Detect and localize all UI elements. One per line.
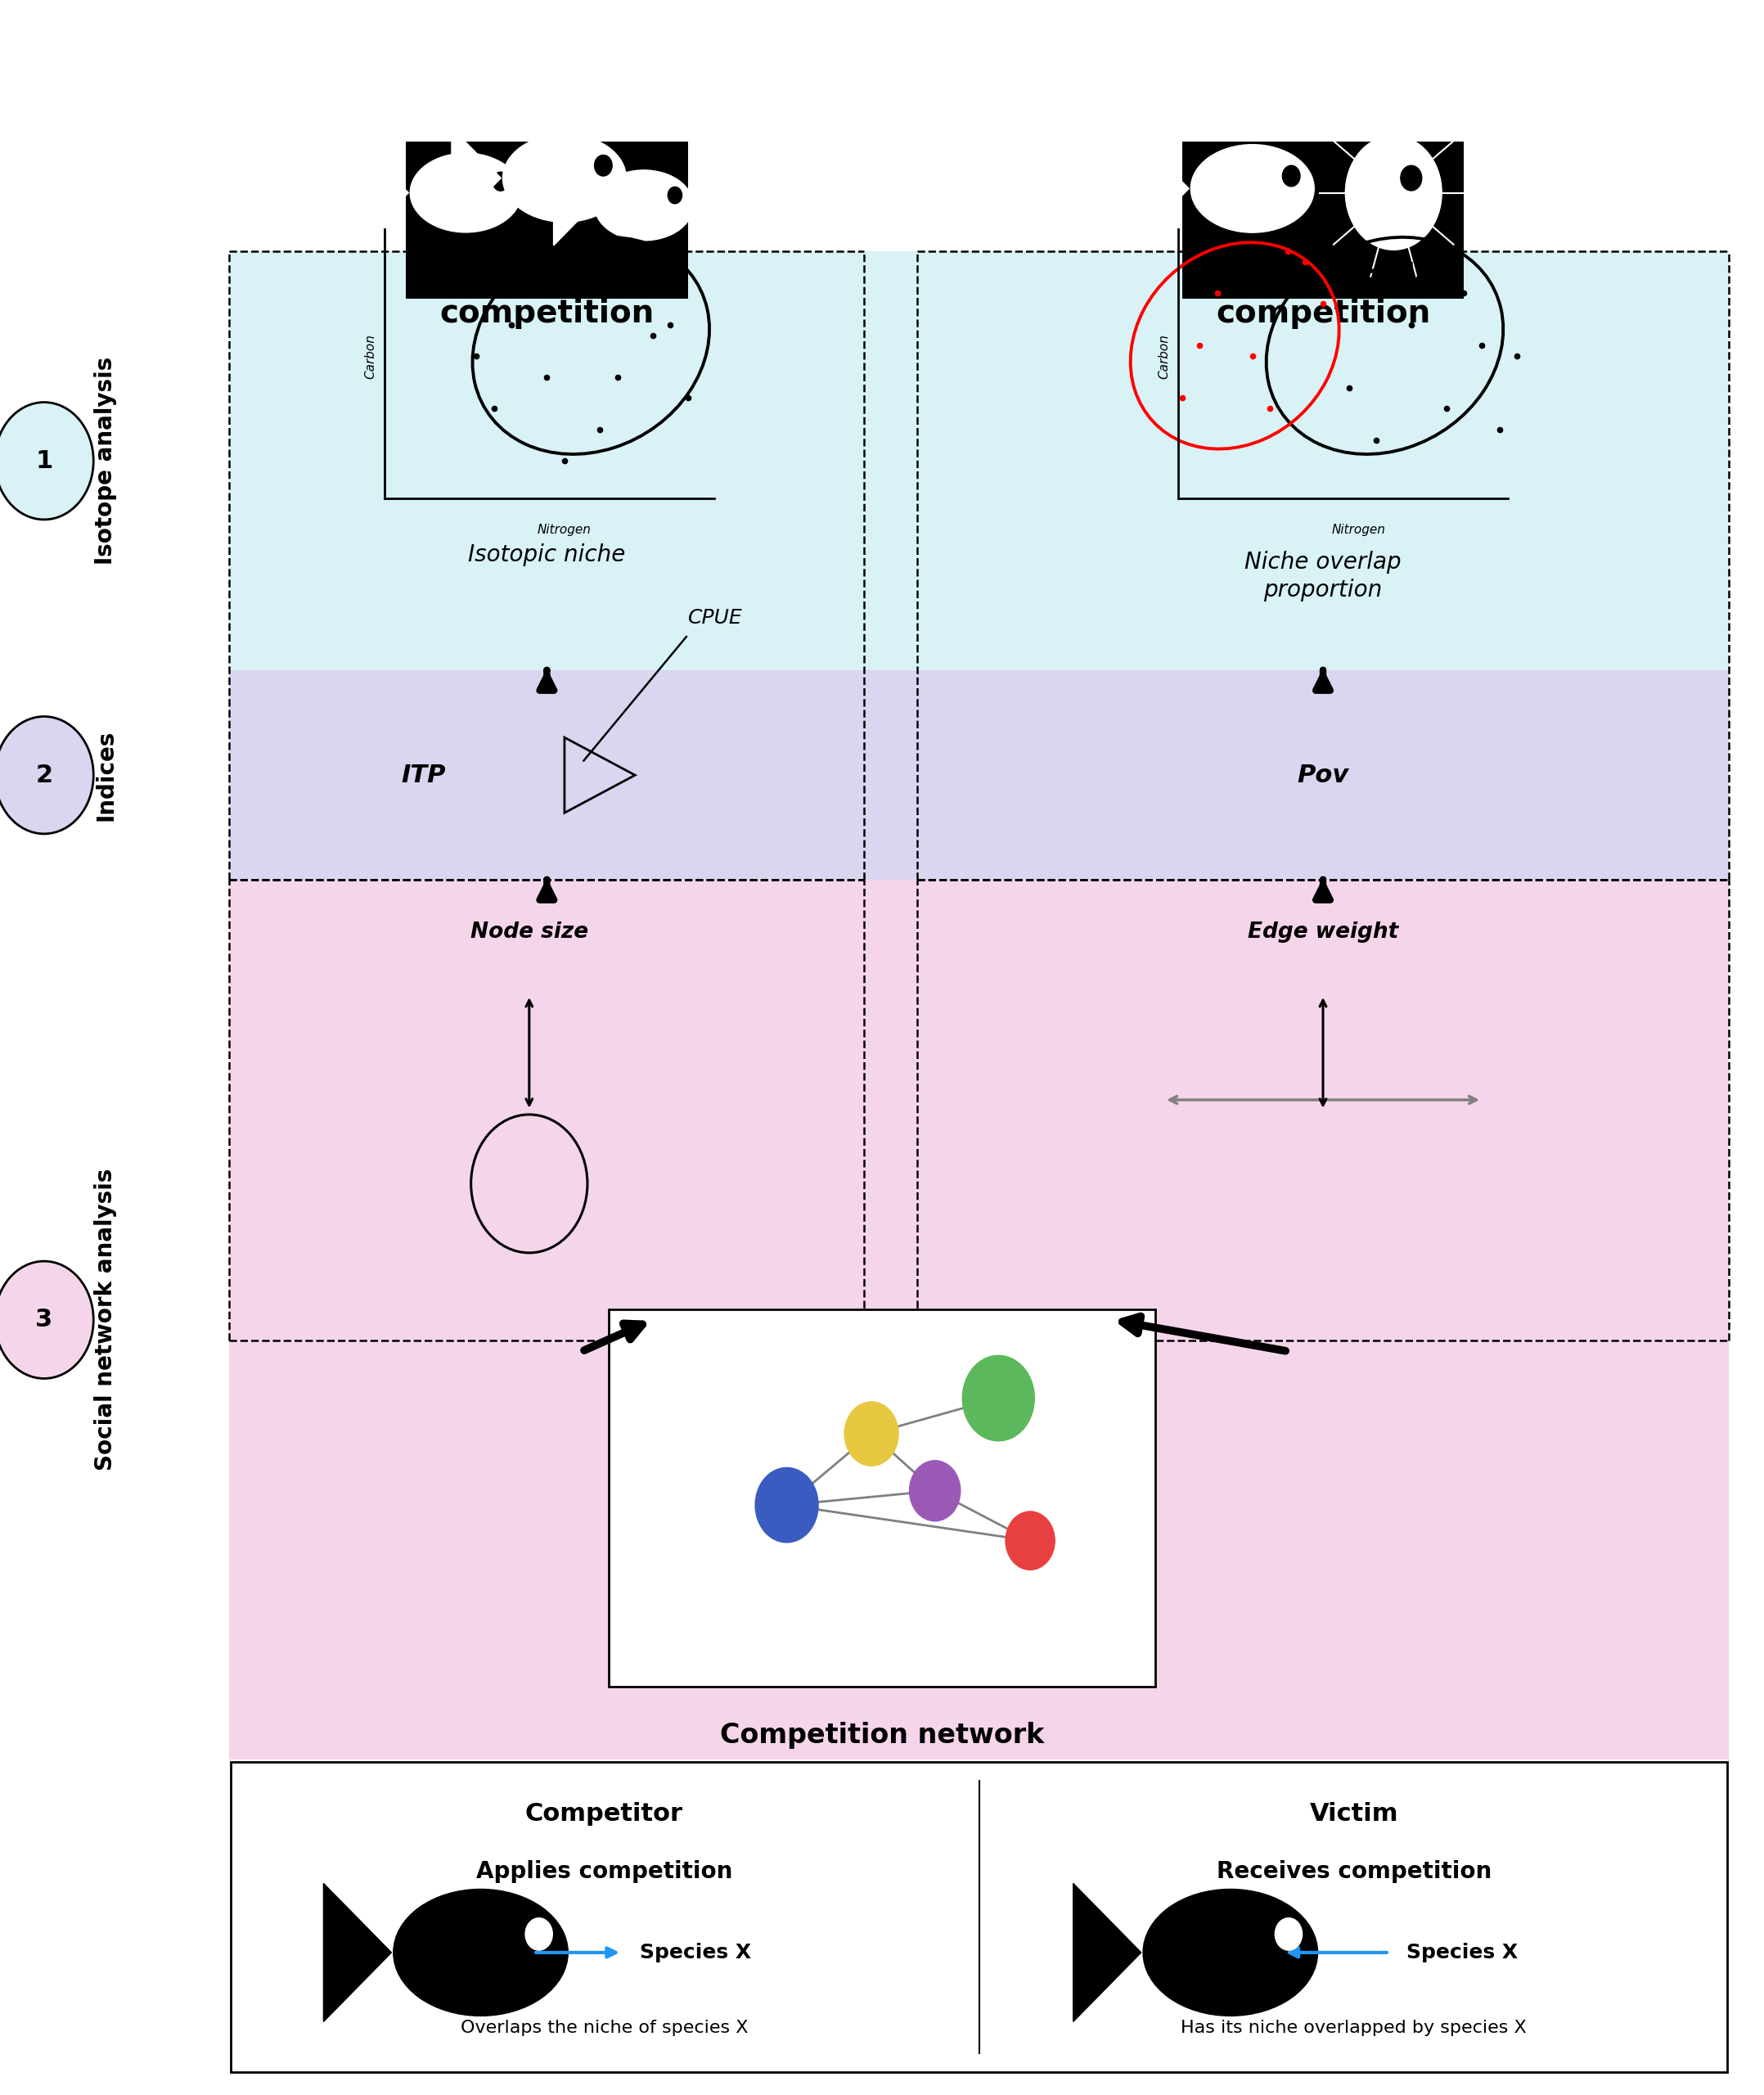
Text: Applies competition: Applies competition	[476, 1860, 732, 1883]
Ellipse shape	[411, 153, 522, 233]
Circle shape	[1401, 166, 1422, 191]
Circle shape	[755, 1469, 818, 1542]
FancyBboxPatch shape	[229, 880, 1729, 1760]
Ellipse shape	[1143, 1890, 1318, 2015]
Polygon shape	[554, 166, 593, 245]
Circle shape	[0, 402, 93, 520]
Polygon shape	[1140, 138, 1189, 239]
Text: Has its niche overlapped by species X: Has its niche overlapped by species X	[1180, 2020, 1528, 2036]
Circle shape	[0, 1261, 93, 1379]
Circle shape	[1005, 1510, 1055, 1569]
Text: 1: 1	[35, 448, 53, 473]
FancyBboxPatch shape	[1182, 142, 1464, 297]
Circle shape	[845, 1402, 898, 1466]
Text: Species X: Species X	[639, 1942, 751, 1963]
Text: Isotope analysis: Isotope analysis	[95, 356, 116, 566]
Text: Species X: Species X	[1408, 1942, 1519, 1963]
Text: Node size: Node size	[471, 922, 587, 943]
Text: Victim: Victim	[1309, 1802, 1399, 1825]
Circle shape	[669, 186, 683, 203]
Text: Receives competition: Receives competition	[1217, 1860, 1491, 1883]
Ellipse shape	[1191, 145, 1314, 233]
Text: Carbon: Carbon	[365, 333, 376, 379]
Circle shape	[1346, 136, 1441, 249]
Text: 3: 3	[35, 1307, 53, 1332]
Polygon shape	[1073, 1883, 1141, 2022]
Circle shape	[963, 1355, 1034, 1441]
Circle shape	[492, 172, 508, 191]
Text: Indices: Indices	[95, 729, 116, 821]
Text: Isotopic niche: Isotopic niche	[467, 545, 626, 566]
Text: 2: 2	[35, 763, 53, 788]
Text: Competition network: Competition network	[720, 1722, 1044, 1749]
Circle shape	[1282, 166, 1300, 186]
Polygon shape	[363, 147, 409, 239]
Text: Carbon: Carbon	[1159, 333, 1170, 379]
Polygon shape	[452, 128, 501, 228]
Ellipse shape	[503, 134, 626, 222]
Circle shape	[594, 155, 612, 176]
Text: CPUE: CPUE	[688, 608, 743, 628]
FancyBboxPatch shape	[609, 1309, 1155, 1686]
Ellipse shape	[393, 1890, 568, 2015]
Text: Competitor: Competitor	[526, 1802, 683, 1825]
Circle shape	[526, 1919, 552, 1950]
Circle shape	[910, 1460, 960, 1521]
Text: Interspecific
competition: Interspecific competition	[1212, 262, 1434, 329]
FancyBboxPatch shape	[229, 251, 1729, 670]
Text: Edge weight: Edge weight	[1247, 922, 1399, 943]
FancyBboxPatch shape	[406, 142, 688, 297]
FancyBboxPatch shape	[229, 670, 1729, 880]
Text: ITP: ITP	[400, 763, 446, 788]
Text: Overlaps the niche of species X: Overlaps the niche of species X	[460, 2020, 748, 2036]
Text: Social network analysis: Social network analysis	[95, 1169, 116, 1471]
Text: Nitrogen: Nitrogen	[1332, 524, 1385, 536]
Text: Intraspecific
competition: Intraspecific competition	[436, 262, 658, 329]
Text: Pov: Pov	[1297, 763, 1349, 788]
FancyBboxPatch shape	[231, 1762, 1727, 2072]
Polygon shape	[323, 1883, 392, 2022]
Circle shape	[0, 716, 93, 834]
Ellipse shape	[594, 170, 693, 241]
Text: Nitrogen: Nitrogen	[538, 524, 591, 536]
Circle shape	[1275, 1919, 1302, 1950]
Text: Niche overlap
proportion: Niche overlap proportion	[1245, 551, 1401, 601]
